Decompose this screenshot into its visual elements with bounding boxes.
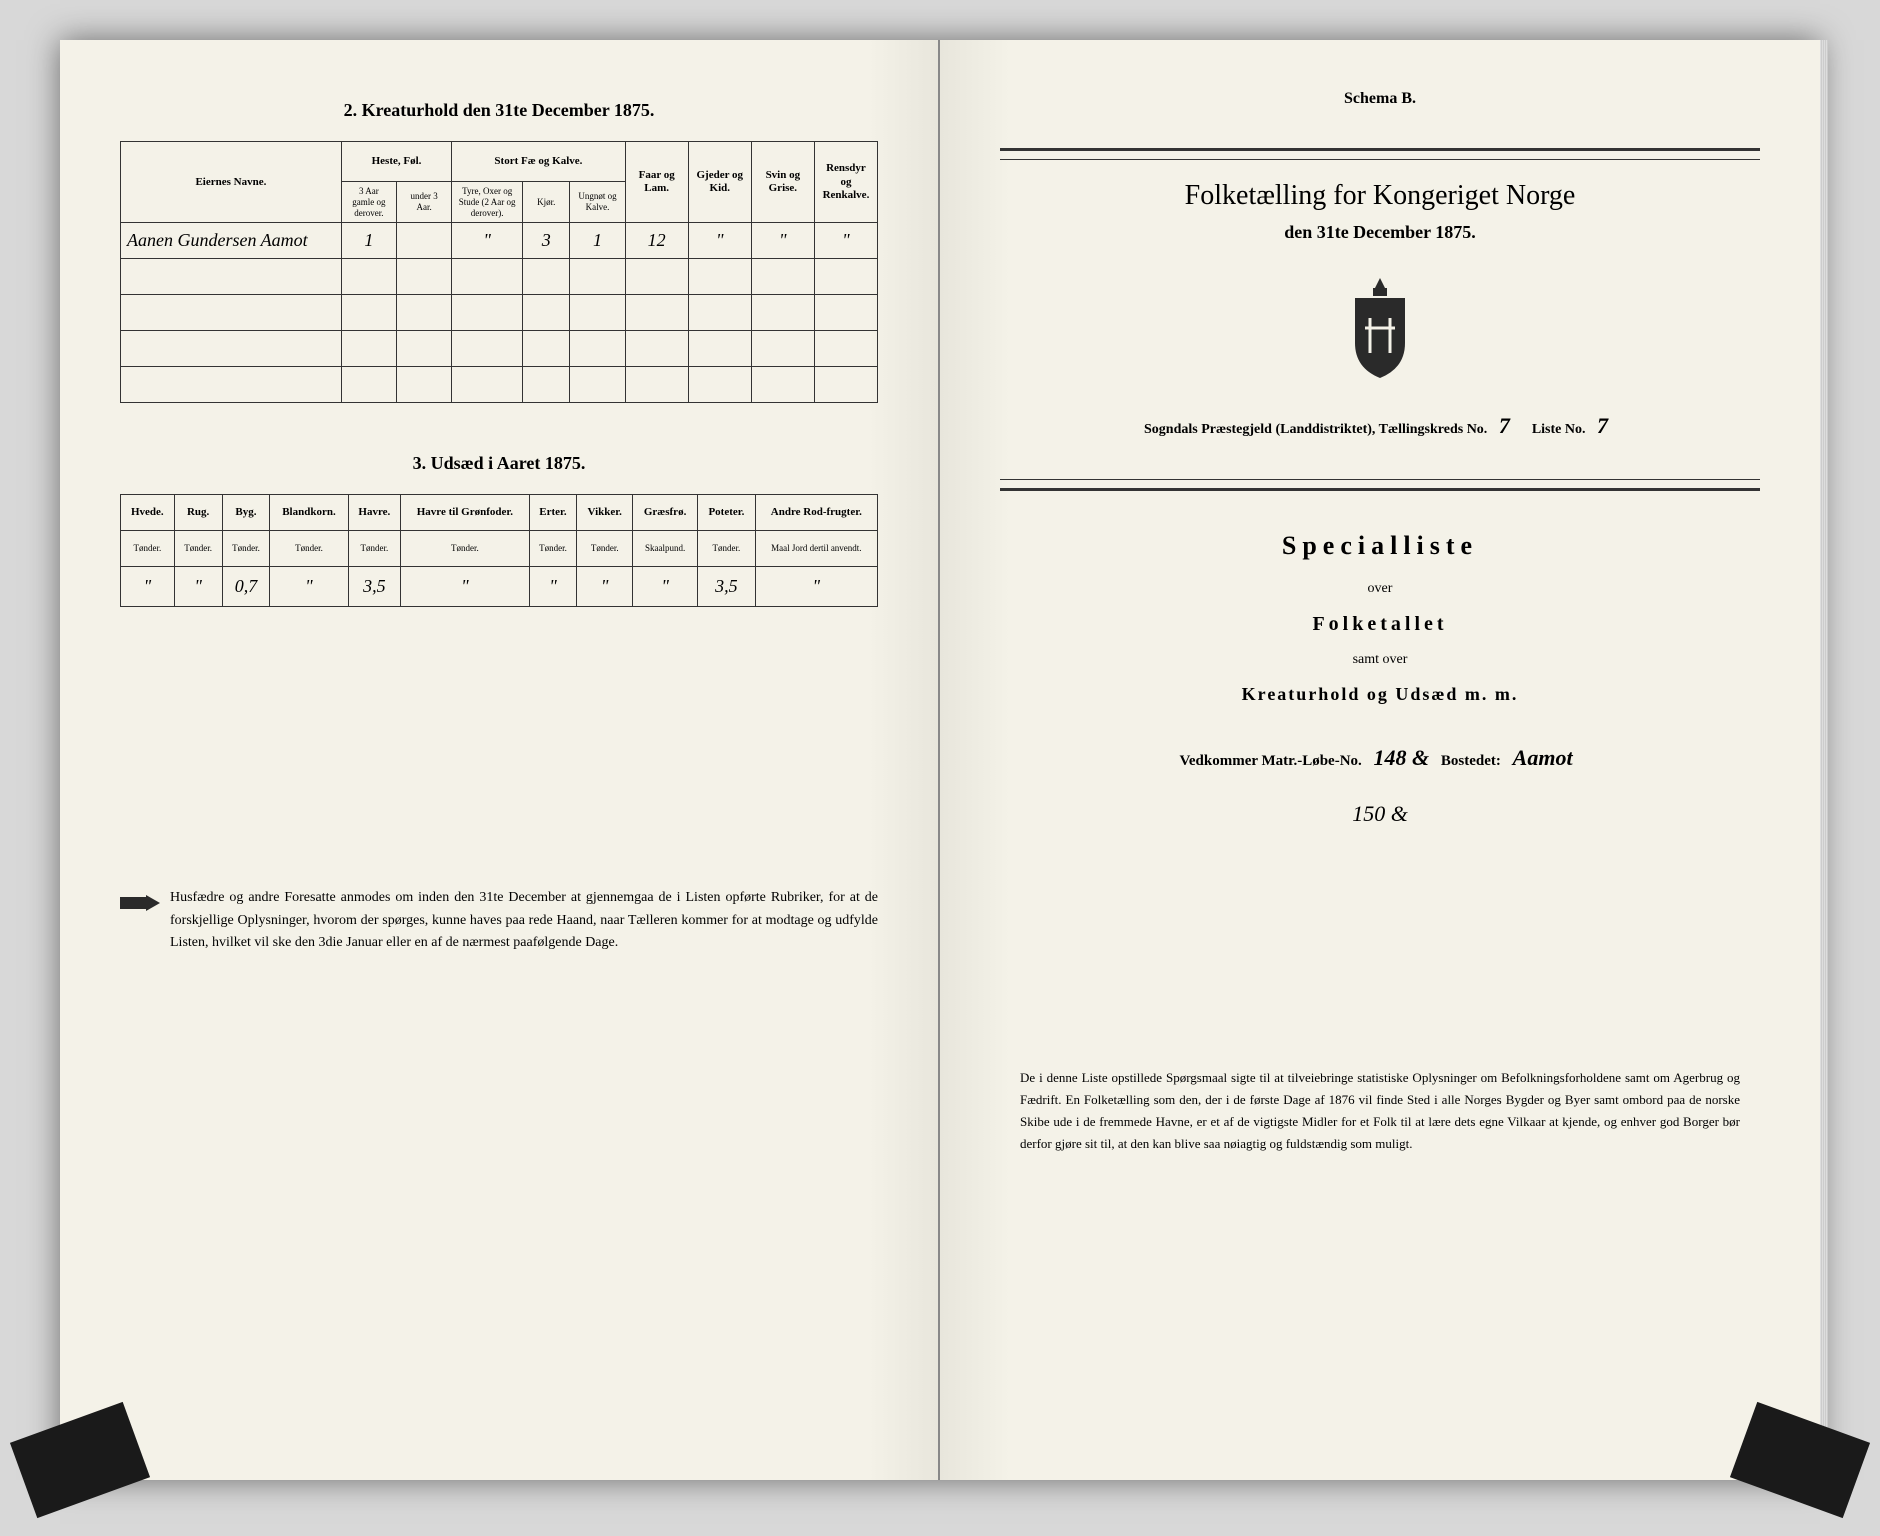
kreds-no: 7 <box>1499 413 1510 438</box>
section2-title: 2. Kreaturhold den 31te December 1875. <box>120 100 878 121</box>
cell-graesfro: " <box>633 567 698 607</box>
schema-label: Schema B. <box>1000 90 1760 108</box>
th-sub: Tønder. <box>270 531 348 567</box>
livestock-table: Eiernes Navne. Heste, Føl. Stort Fæ og K… <box>120 141 878 403</box>
th-andre: Andre Rod-frugter. <box>755 495 877 531</box>
th-havre: Havre. <box>348 495 401 531</box>
matr-label: Vedkommer Matr.-Løbe-No. <box>1179 753 1361 769</box>
samt-over-label: samt over <box>1000 652 1760 668</box>
matr-no2: 150 & <box>1000 801 1760 827</box>
th-heste: Heste, Føl. <box>341 142 451 182</box>
cell-hvede: " <box>121 567 175 607</box>
table-row-empty <box>121 259 878 295</box>
bostedet: Aamot <box>1513 745 1573 770</box>
liste-label: Liste No. <box>1532 422 1586 437</box>
th-vikker: Vikker. <box>577 495 633 531</box>
th-svin: Svin og Grise. <box>751 142 814 223</box>
main-title: Folketælling for Kongeriget Norge <box>1000 180 1760 212</box>
th-poteter: Poteter. <box>698 495 755 531</box>
cell-faar: 12 <box>625 223 688 259</box>
liste-no: 7 <box>1597 413 1608 438</box>
over-label: over <box>1000 581 1760 597</box>
corner-shadow <box>10 1402 150 1518</box>
th-storfe: Stort Fæ og Kalve. <box>452 142 625 182</box>
cell-rug: " <box>174 567 222 607</box>
notice-text: Husfædre og andre Foresatte anmodes om i… <box>120 887 878 954</box>
th-blandkorn: Blandkorn. <box>270 495 348 531</box>
th-faar: Faar og Lam. <box>625 142 688 223</box>
cell-poteter: 3,5 <box>698 567 755 607</box>
left-page: 2. Kreaturhold den 31te December 1875. E… <box>60 40 940 1480</box>
right-page: Schema B. Folketælling for Kongeriget No… <box>940 40 1820 1480</box>
th-rug: Rug. <box>174 495 222 531</box>
coat-of-arms-icon <box>1335 273 1425 383</box>
th-heste2: under 3 Aar. <box>397 182 452 223</box>
cell-heste1: 1 <box>341 223 396 259</box>
divider <box>1000 159 1760 160</box>
cell-byg: 0,7 <box>222 567 270 607</box>
th-rensdyr: Rensdyr og Renkalve. <box>814 142 877 223</box>
th-sub: Tønder. <box>401 531 529 567</box>
folketallet-label: Folketallet <box>1000 613 1760 636</box>
corner-shadow <box>1730 1402 1870 1518</box>
cell-name: Aanen Gundersen Aamot <box>121 223 342 259</box>
specialliste-title: Specialliste <box>1000 531 1760 561</box>
notice-body: Husfædre og andre Foresatte anmodes om i… <box>170 890 878 950</box>
table-row-empty <box>121 295 878 331</box>
th-storfe1: Tyre, Oxer og Stude (2 Aar og derover). <box>452 182 523 223</box>
pointing-hand-icon <box>120 891 160 915</box>
divider <box>1000 488 1760 491</box>
cell-havre: 3,5 <box>348 567 401 607</box>
book-spread: 2. Kreaturhold den 31te December 1875. E… <box>60 40 1820 1480</box>
cell-heste2 <box>397 223 452 259</box>
cell-svin: " <box>751 223 814 259</box>
th-sub: Skaalpund. <box>633 531 698 567</box>
cell-storfe3: 1 <box>570 223 625 259</box>
cell-gjeder: " <box>688 223 751 259</box>
th-erter: Erter. <box>529 495 577 531</box>
matr-line: Vedkommer Matr.-Løbe-No. 148 & Bostedet:… <box>1000 745 1760 771</box>
table-row: Aanen Gundersen Aamot 1 " 3 1 12 " " " <box>121 223 878 259</box>
matr-no: 148 & <box>1374 745 1430 770</box>
kreaturhold-label: Kreaturhold og Udsæd m. m. <box>1000 684 1760 705</box>
divider <box>1000 148 1760 151</box>
cell-rensdyr: " <box>814 223 877 259</box>
th-sub: Tønder. <box>348 531 401 567</box>
kreds-prefix: Sogndals Præstegjeld (Landdistriktet), T… <box>1144 422 1487 437</box>
sub-date: den 31te December 1875. <box>1000 222 1760 243</box>
bostedet-label: Bostedet: <box>1441 753 1501 769</box>
th-sub: Tønder. <box>121 531 175 567</box>
th-eier: Eiernes Navne. <box>121 142 342 223</box>
seed-table: Hvede. Rug. Byg. Blandkorn. Havre. Havre… <box>120 494 878 607</box>
bottom-paragraph: De i denne Liste opstillede Spørgsmaal s… <box>1000 1067 1760 1155</box>
th-hvede: Hvede. <box>121 495 175 531</box>
th-sub: Tønder. <box>174 531 222 567</box>
cell-blandkorn: " <box>270 567 348 607</box>
th-sub: Tønder. <box>577 531 633 567</box>
page-edges <box>1820 40 1828 1480</box>
cell-storfe1: " <box>452 223 523 259</box>
th-storfe2: Kjør. <box>523 182 570 223</box>
th-sub: Maal Jord dertil anvendt. <box>755 531 877 567</box>
th-sub: Tønder. <box>529 531 577 567</box>
th-gjeder: Gjeder og Kid. <box>688 142 751 223</box>
table-row-empty <box>121 331 878 367</box>
section3-title: 3. Udsæd i Aaret 1875. <box>120 453 878 474</box>
cell-vikker: " <box>577 567 633 607</box>
kreds-line: Sogndals Præstegjeld (Landdistriktet), T… <box>1000 413 1760 439</box>
cell-havregron: " <box>401 567 529 607</box>
cell-storfe2: 3 <box>523 223 570 259</box>
th-havregron: Havre til Grønfoder. <box>401 495 529 531</box>
table-row-empty <box>121 367 878 403</box>
th-byg: Byg. <box>222 495 270 531</box>
cell-andre: " <box>755 567 877 607</box>
th-sub: Tønder. <box>222 531 270 567</box>
cell-erter: " <box>529 567 577 607</box>
th-sub: Tønder. <box>698 531 755 567</box>
divider <box>1000 479 1760 480</box>
th-heste1: 3 Aar gamle og derover. <box>341 182 396 223</box>
th-graesfro: Græsfrø. <box>633 495 698 531</box>
th-storfe3: Ungnøt og Kalve. <box>570 182 625 223</box>
table-row: " " 0,7 " 3,5 " " " " 3,5 " <box>121 567 878 607</box>
